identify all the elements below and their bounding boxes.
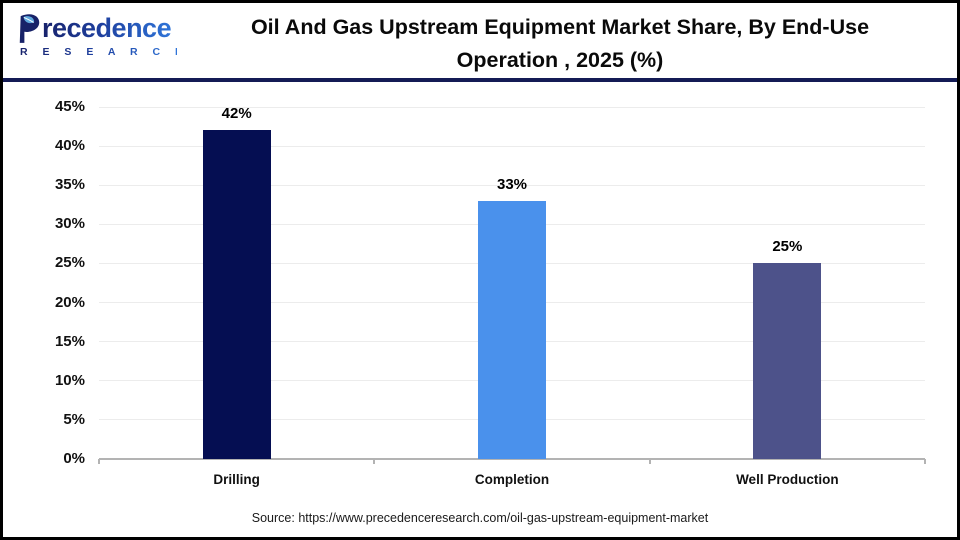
chart-title-line2: Operation , 2025 (%): [456, 48, 664, 72]
x-axis-line: [99, 458, 925, 460]
chart-title: Oil And Gas Upstream Equipment Market Sh…: [171, 11, 949, 77]
axis-tick: [373, 459, 376, 464]
axis-tick: [648, 459, 651, 464]
ytick-label: 45%: [54, 98, 85, 115]
gridline: [99, 106, 925, 108]
bar-drilling: [202, 130, 271, 459]
axis-tick: [924, 459, 926, 464]
ytick-label: 35%: [54, 176, 85, 194]
ytick-label: 15%: [54, 332, 85, 350]
ytick-label: 25%: [54, 254, 85, 272]
bar-value-label: 33%: [496, 175, 528, 193]
xtick-label: Drilling: [213, 472, 260, 487]
bar-completion: [478, 200, 546, 459]
xtick-label: Well Production: [736, 472, 839, 487]
logo-brand-text: recedence: [42, 13, 172, 43]
ytick-label: 0%: [63, 450, 85, 467]
logo-leaf-p-icon: [17, 13, 42, 45]
xtick-label: Completion: [474, 472, 550, 487]
axis-tick: [98, 459, 100, 464]
ytick-label: 40%: [54, 137, 85, 155]
gridline: [99, 145, 925, 147]
header: recedence R E S E A R C H Oil And Gas Up…: [3, 3, 957, 82]
ytick-label: 20%: [54, 293, 85, 311]
ytick-label: 10%: [54, 371, 85, 389]
bar-well-production: [753, 263, 822, 459]
source-attribution: Source: https://www.precedenceresearch.c…: [251, 511, 709, 525]
chart-title-line1: Oil And Gas Upstream Equipment Market Sh…: [250, 15, 870, 39]
precedence-research-logo: recedence R E S E A R C H: [17, 13, 189, 58]
bar-value-label: 25%: [772, 238, 803, 256]
chart-canvas: 0% 5% 10% 15% 20% 25% 30% 35% 40% 45% 42% Drilling 3…: [3, 82, 957, 537]
bar-value-label: 42%: [221, 105, 252, 123]
ytick-label: 5%: [63, 410, 85, 428]
gridline: [99, 184, 925, 186]
logo-subtitle-text: R E S E A R C H: [20, 46, 189, 58]
ytick-label: 30%: [54, 215, 85, 233]
